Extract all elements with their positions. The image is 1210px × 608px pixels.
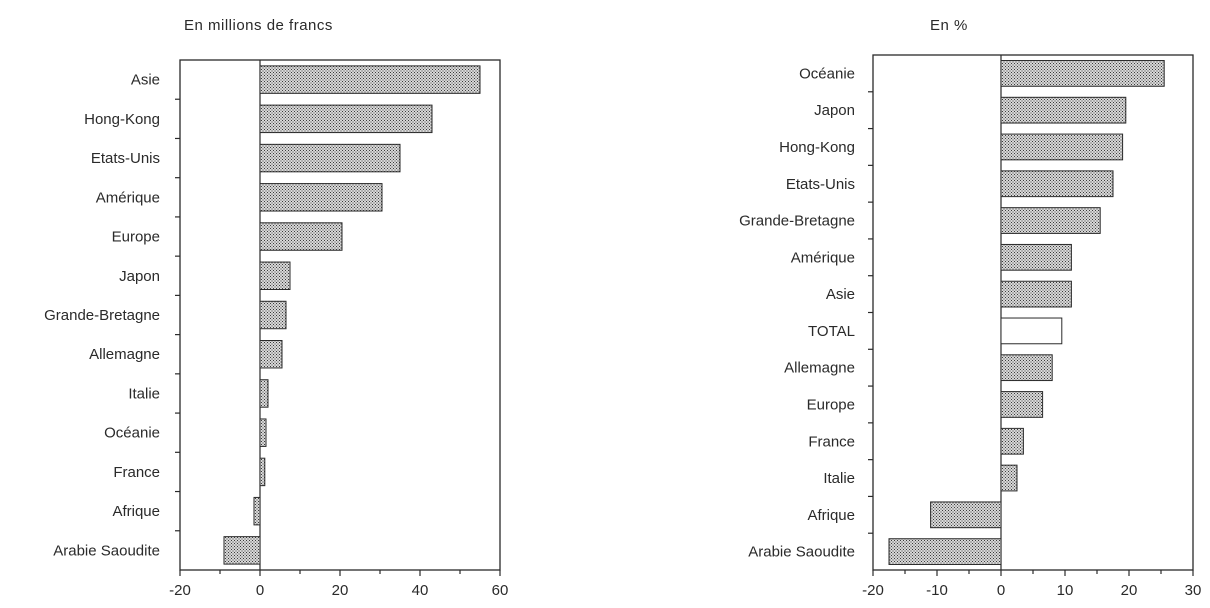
x-tick-label: 0 — [997, 582, 1005, 599]
chart-right-title: En % — [930, 17, 968, 34]
bar-italie — [259, 379, 269, 408]
bar-arabie-saoudite — [223, 536, 261, 565]
bar-france — [1000, 427, 1024, 455]
bar-grande-bretagne — [1000, 207, 1101, 234]
x-tick-label: 10 — [1057, 582, 1074, 599]
bar-etats-unis — [1000, 170, 1114, 198]
category-label: Asie — [131, 72, 160, 89]
bar-allemagne — [259, 340, 283, 369]
category-label: Grande-Bretagne — [739, 213, 855, 230]
category-label: Arabie Saoudite — [748, 544, 855, 561]
category-label: Amérique — [96, 189, 160, 206]
category-label: Etats-Unis — [786, 176, 855, 193]
bar-am-rique — [259, 183, 383, 212]
bar-hong-kong — [1000, 133, 1124, 161]
category-label: Allemagne — [89, 346, 160, 363]
category-label: Afrique — [807, 507, 855, 524]
bar-oc-anie — [259, 418, 267, 447]
bar-am-rique — [1000, 243, 1072, 271]
x-tick-label: 30 — [1185, 582, 1202, 599]
category-label: Grande-Bretagne — [44, 307, 160, 324]
category-label: Europe — [807, 396, 855, 413]
bar-japon — [259, 261, 291, 290]
chart-left-title: En millions de francs — [184, 17, 333, 34]
category-label: Afrique — [112, 503, 160, 520]
bar-afrique — [930, 501, 1002, 529]
bar-allemagne — [1000, 354, 1053, 382]
x-tick-label: -10 — [926, 582, 948, 599]
category-label: Allemagne — [784, 360, 855, 377]
x-tick-label: 0 — [256, 582, 264, 599]
bar-italie — [1000, 464, 1018, 492]
bar-arabie-saoudite — [888, 538, 1002, 565]
chart-left: En millions de francs Asie Hong-Kong Etats… — [44, 17, 508, 599]
category-label: France — [808, 433, 855, 450]
bar-afrique — [253, 496, 261, 526]
category-label: Amérique — [791, 249, 855, 266]
category-label: Hong-Kong — [84, 111, 160, 128]
bar-france — [259, 457, 266, 487]
category-label: Hong-Kong — [779, 139, 855, 156]
category-label: France — [113, 464, 160, 481]
bar-europe — [1000, 391, 1044, 418]
bar-total — [1000, 317, 1063, 345]
category-label: Japon — [814, 102, 855, 119]
x-tick-label: -20 — [169, 582, 191, 599]
category-label: Arabie Saoudite — [53, 542, 160, 559]
category-label: TOTAL — [808, 323, 855, 340]
x-tick-label: -20 — [862, 582, 884, 599]
x-tick-label: 20 — [332, 582, 349, 599]
category-label: Océanie — [799, 65, 855, 82]
bar-japon — [1000, 96, 1127, 124]
chart-left-frame — [179, 59, 501, 571]
chart-right: En % Océanie Japon Hong-Kong Etats-Unis Gran… — [739, 17, 1201, 599]
x-tick-label: 40 — [412, 582, 429, 599]
category-label: Italie — [128, 385, 160, 402]
x-tick-label: 60 — [492, 582, 509, 599]
chart-right-frame — [872, 54, 1194, 571]
category-label: Japon — [119, 268, 160, 285]
bar-asie — [1000, 280, 1072, 308]
category-label: Océanie — [104, 425, 160, 442]
category-label: Etats-Unis — [91, 150, 160, 167]
category-label: Italie — [823, 470, 855, 487]
bar-grande-bretagne — [259, 300, 287, 330]
bar-hong-kong — [259, 104, 433, 134]
category-label: Asie — [826, 286, 855, 303]
bar-europe — [259, 222, 343, 251]
bar-asie — [259, 65, 481, 94]
x-tick-label: 20 — [1121, 582, 1138, 599]
bar-oc-anie — [1000, 60, 1165, 87]
bar-etats-unis — [259, 143, 401, 173]
category-label: Europe — [112, 229, 160, 246]
